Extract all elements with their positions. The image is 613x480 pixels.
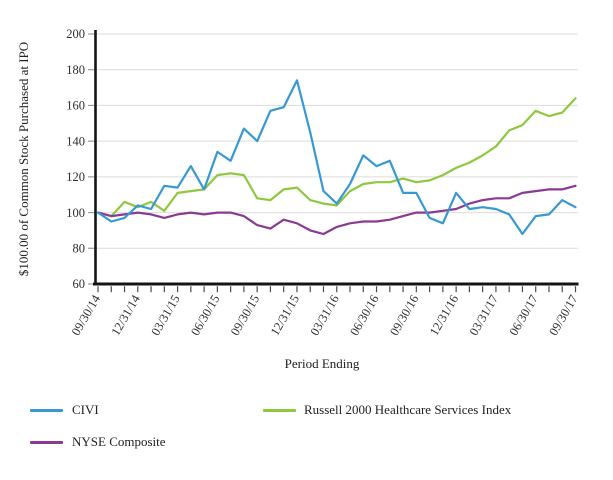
x-tick-label: 03/31/17 [467,292,501,337]
legend-swatch-nyse [30,441,63,444]
legend-label-russell: Russell 2000 Healthcare Services Index [304,402,512,417]
series-line-nyse-composite [96,184,577,236]
series-line-civi [96,79,577,236]
x-tick-label: 09/30/14 [69,292,104,338]
y-tick-label: 60 [73,277,86,291]
y-tick-label: 120 [66,170,85,184]
legend-label-civi: CIVI [72,402,99,417]
legend-swatch-civi [30,409,63,412]
x-tick-label: 09/30/16 [387,293,421,338]
x-tick-label: 12/31/15 [268,293,302,338]
x-tick-label: 09/30/17 [546,293,580,338]
x-tick-label: 09/30/15 [228,293,262,338]
x-tick-label: 06/30/17 [506,293,540,338]
x-tick-label: 12/31/14 [109,292,144,338]
x-tick-label: 06/30/16 [347,293,381,338]
y-tick-label: 140 [66,134,85,148]
y-tick-label: 160 [66,99,85,113]
x-tick-label: 12/31/16 [427,293,461,338]
x-tick-label: 06/30/15 [188,293,222,338]
legend-swatch-russell [263,409,296,412]
y-tick-label: 100 [66,206,85,220]
y-tick-label: 180 [66,63,85,77]
y-axis-title: $100.00 of Common Stock Purchased at IPO [16,42,31,276]
x-axis-title: Period Ending [285,356,360,371]
series-line-russell-2000-healthcare-services-index [96,97,577,218]
x-tick-label: 03/31/15 [148,293,182,338]
legend-label-nyse: NYSE Composite [72,434,166,449]
x-tick-label: 03/31/16 [307,293,341,338]
y-tick-label: 200 [66,27,85,41]
y-tick-label: 80 [73,241,86,255]
